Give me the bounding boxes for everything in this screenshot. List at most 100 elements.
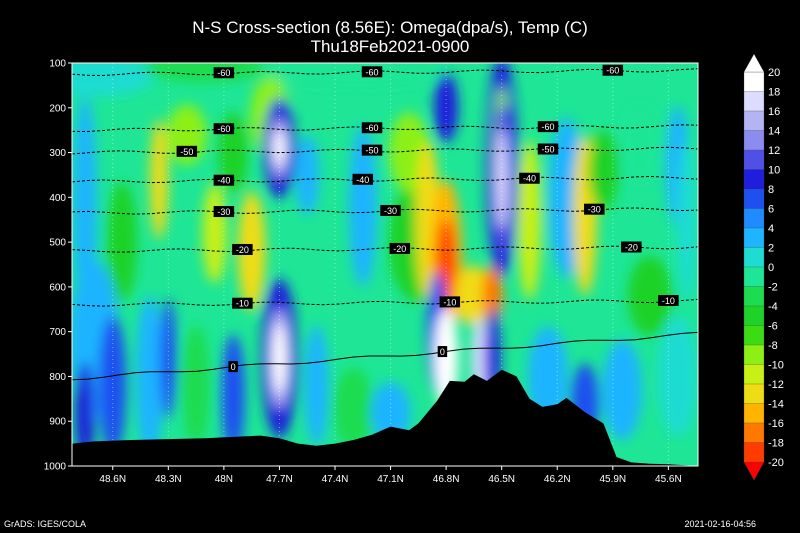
isotherm-label: -50 bbox=[180, 147, 193, 157]
colorbar-bottom-arrow bbox=[743, 461, 765, 481]
isotherm-line bbox=[72, 68, 698, 77]
omega-cell bbox=[182, 325, 211, 446]
isotherm-label-bg bbox=[232, 297, 253, 309]
isotherm-line bbox=[72, 245, 698, 253]
colorbar-top-arrow bbox=[743, 53, 765, 73]
omega-cell bbox=[263, 63, 444, 87]
x-tick-label: 46.5N bbox=[488, 474, 515, 485]
colorbar-swatch bbox=[743, 208, 765, 229]
isotherm-label: -60 bbox=[217, 68, 230, 78]
isotherm-label: -60 bbox=[541, 122, 554, 132]
colorbar-swatch bbox=[743, 383, 765, 405]
omega-cell bbox=[676, 139, 697, 300]
isotherm-label-bg bbox=[602, 64, 624, 76]
isotherm-label-bg bbox=[537, 121, 559, 133]
x-tick-label: 47.1N bbox=[377, 474, 404, 485]
isotherm-label-bg bbox=[232, 243, 253, 255]
colorbar-swatch bbox=[743, 266, 765, 288]
isotherm-label: -20 bbox=[393, 244, 406, 254]
colorbar-label: 8 bbox=[768, 184, 774, 196]
chart-subtitle: Thu18Feb2021-0900 bbox=[311, 37, 470, 56]
omega-cell bbox=[272, 323, 287, 394]
colorbar-swatch bbox=[743, 130, 765, 151]
isotherm-label: -40 bbox=[217, 176, 230, 186]
y-tick-label: 100 bbox=[49, 59, 66, 70]
colorbar-swatch bbox=[743, 403, 765, 424]
isotherm-label-bg bbox=[176, 145, 198, 157]
isotherm-line bbox=[72, 146, 698, 155]
colorbar-swatch bbox=[743, 91, 765, 112]
isotherm-label: -20 bbox=[625, 242, 638, 252]
y-tick-label: 300 bbox=[49, 148, 66, 159]
colorbar-label: 10 bbox=[768, 165, 780, 177]
isotherm-label-bg bbox=[352, 173, 374, 185]
plot-frame bbox=[71, 62, 699, 467]
colorbar-label: -16 bbox=[768, 418, 784, 430]
omega-cell bbox=[657, 316, 698, 437]
isotherm-label: -60 bbox=[606, 66, 619, 76]
omega-cell bbox=[602, 339, 643, 440]
omega-cell bbox=[627, 255, 672, 336]
isotherm-label-bg bbox=[658, 294, 679, 306]
isotherm-label: 0 bbox=[440, 347, 445, 357]
isotherm-label-bg bbox=[213, 67, 235, 79]
omega-cell bbox=[150, 119, 169, 240]
omega-cell bbox=[72, 63, 155, 97]
colorbar-label: 12 bbox=[768, 145, 780, 157]
isotherm-label: -60 bbox=[366, 123, 379, 133]
y-axis: 100 200 300 400 500 600 700 800 900 1000 bbox=[44, 59, 72, 473]
colorbar-label: 2 bbox=[768, 243, 774, 255]
y-tick-label: 500 bbox=[49, 238, 66, 249]
omega-cell bbox=[74, 362, 95, 463]
colorbar: 20181614121086420-2-4-6-8-10-12-14-16-18… bbox=[743, 53, 784, 481]
omega-cell bbox=[295, 134, 320, 215]
isotherm-label: -60 bbox=[217, 124, 230, 134]
isotherm-label-bg bbox=[361, 144, 383, 156]
y-tick-label: 800 bbox=[49, 372, 66, 383]
isotherm-label: -60 bbox=[366, 67, 379, 77]
isotherm-label: -40 bbox=[523, 174, 536, 184]
isotherm-label: -10 bbox=[236, 299, 249, 309]
footer-credit: GrADS: IGES/COLA bbox=[4, 519, 87, 529]
isotherm-label: -20 bbox=[236, 245, 249, 255]
omega-cell bbox=[202, 183, 227, 284]
x-tick-label: 48.6N bbox=[99, 474, 126, 485]
x-tick-label: 46.8N bbox=[433, 474, 460, 485]
omega-cell bbox=[434, 72, 459, 143]
colorbar-label: -12 bbox=[768, 379, 784, 391]
isotherm-label: -10 bbox=[443, 297, 456, 307]
omega-cell bbox=[135, 296, 164, 457]
isotherm-label-bg bbox=[621, 241, 642, 253]
colorbar-label: -10 bbox=[768, 360, 784, 372]
isotherm-label-bg bbox=[537, 143, 559, 155]
isotherm-label-bg bbox=[213, 174, 235, 186]
y-tick-label: 200 bbox=[49, 103, 66, 114]
colorbar-swatch bbox=[743, 344, 765, 366]
isotherm-label-bg bbox=[380, 204, 401, 216]
omega-cell bbox=[370, 382, 411, 443]
colorbar-swatch bbox=[743, 422, 765, 444]
y-tick-label: 900 bbox=[49, 417, 66, 428]
isotherm-label-bg bbox=[213, 206, 235, 218]
isotherm-label: 0 bbox=[231, 362, 236, 372]
colorbar-label: 18 bbox=[768, 87, 780, 99]
isotherm-line bbox=[72, 331, 698, 381]
isotherm-label: -50 bbox=[366, 146, 379, 156]
colorbar-swatch bbox=[743, 364, 765, 385]
colorbar-label: -8 bbox=[768, 340, 778, 352]
omega-cell bbox=[273, 130, 286, 167]
colorbar-swatch bbox=[743, 188, 765, 210]
isotherm-line bbox=[72, 175, 698, 184]
colorbar-swatch bbox=[743, 247, 765, 268]
footer-timestamp: 2021-02-16-04:56 bbox=[684, 519, 756, 529]
omega-cell bbox=[72, 96, 97, 317]
isotherm-label-bg bbox=[519, 172, 540, 184]
isotherm-line bbox=[72, 124, 698, 133]
colorbar-label: 4 bbox=[768, 223, 774, 235]
omega-cell bbox=[517, 139, 542, 300]
isotherm-label-bg bbox=[437, 346, 448, 358]
colorbar-label: -14 bbox=[768, 399, 784, 411]
y-tick-label: 400 bbox=[49, 193, 66, 204]
chart-title: N-S Cross-section (8.56E): Omega(dpa/s),… bbox=[192, 18, 588, 37]
